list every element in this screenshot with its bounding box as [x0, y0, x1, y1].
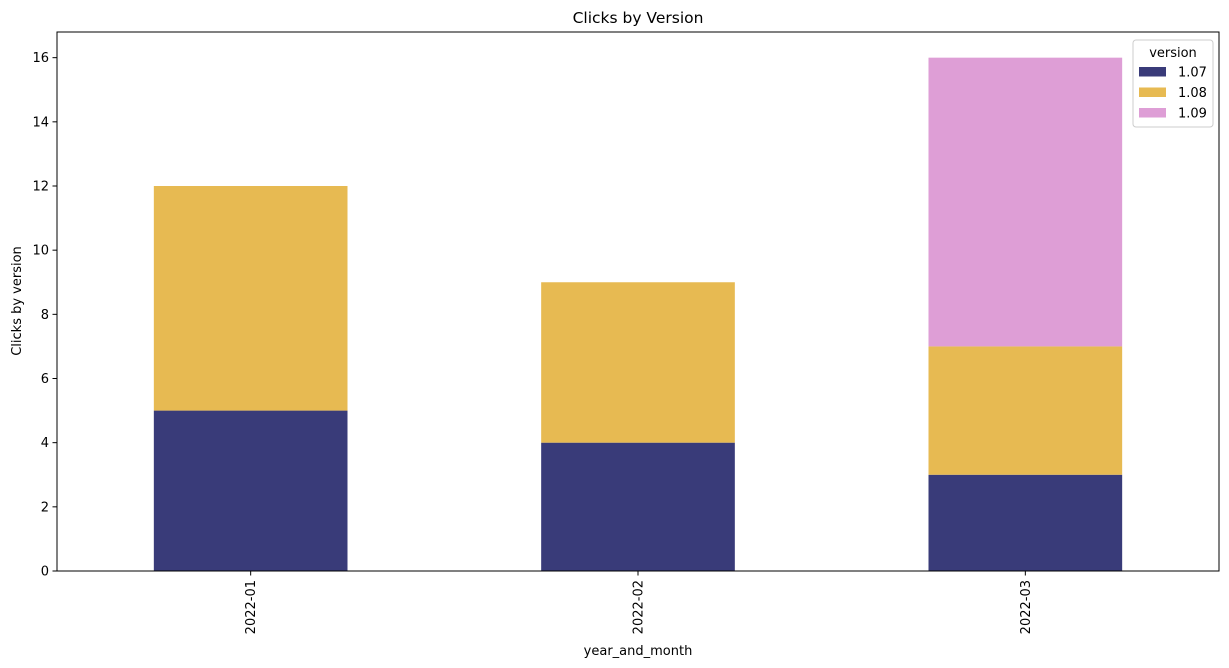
- x-tick-label: 2022-01: [244, 580, 259, 634]
- bar-2022-01-v1.08: [153, 186, 348, 411]
- legend-label-1.08: 1.08: [1178, 86, 1207, 101]
- legend-label-1.07: 1.07: [1178, 66, 1207, 81]
- bar-2022-01-v1.07: [153, 410, 348, 571]
- y-tick-label: 4: [41, 436, 49, 451]
- y-tick-label: 2: [41, 500, 49, 515]
- x-axis-label: year_and_month: [584, 644, 693, 659]
- y-axis-label: Clicks by version: [10, 246, 25, 356]
- y-tick-label: 6: [41, 372, 49, 387]
- legend: version 1.07 1.08 1.09: [1132, 39, 1214, 128]
- y-tick-label: 14: [32, 115, 49, 130]
- x-tick-label: 2022-03: [1019, 580, 1034, 634]
- legend-title: version: [1149, 46, 1197, 61]
- bar-2022-02-v1.08: [541, 282, 735, 443]
- y-axis: 0 2 4 6 8 10 12 14 16: [32, 51, 57, 580]
- legend-box: [1132, 39, 1214, 128]
- chart-title: Clicks by Version: [573, 9, 704, 27]
- bar-2022-03-v1.07: [928, 474, 1123, 571]
- bars-group: [153, 57, 1123, 571]
- y-tick-label: 10: [32, 244, 49, 259]
- legend-swatch-1.07: [1139, 67, 1166, 77]
- legend-label-1.09: 1.09: [1178, 107, 1207, 122]
- y-tick-label: 8: [41, 308, 49, 323]
- bar-2022-02-v1.07: [541, 442, 735, 571]
- y-tick-label: 16: [32, 51, 49, 66]
- bar-2022-03-v1.09: [928, 57, 1123, 347]
- legend-swatch-1.08: [1139, 87, 1166, 97]
- x-axis: 2022-01 2022-02 2022-03: [244, 571, 1034, 634]
- bar-2022-03-v1.08: [928, 346, 1123, 475]
- y-tick-label: 12: [32, 180, 49, 195]
- legend-swatch-1.09: [1139, 108, 1166, 118]
- y-tick-label: 0: [41, 565, 49, 580]
- x-tick-label: 2022-02: [632, 580, 647, 634]
